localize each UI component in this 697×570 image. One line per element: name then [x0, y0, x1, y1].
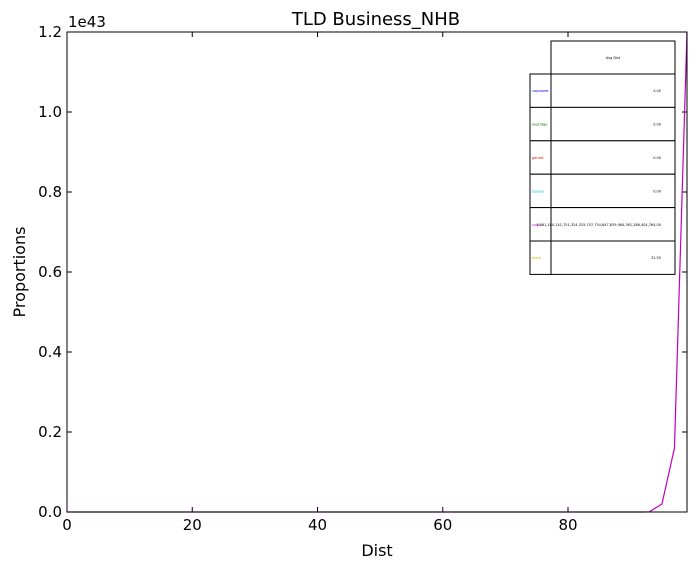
table-row-label: capsweet [532, 89, 549, 93]
table-row-value: 31.55 [651, 256, 661, 260]
table-row-value-cell [550, 73, 676, 108]
table-row-label: ovpridge [532, 123, 547, 127]
y-axis-label: Proportions [10, 227, 29, 318]
table-row-label: garnet [532, 156, 544, 160]
table-row-value: 0.00 [653, 123, 661, 127]
table-row-value-cell [550, 240, 676, 275]
y-tick-label: 0.8 [38, 183, 62, 201]
table-row-label: plans [532, 256, 542, 260]
x-tick-label: 40 [308, 516, 327, 534]
y-tick-label: 0.0 [38, 503, 62, 521]
x-tick-label: 0 [62, 516, 72, 534]
y-offset-label: 1e43 [68, 13, 106, 31]
table-row-value: 0.00 [653, 156, 661, 160]
y-tick-label: 0.2 [38, 423, 62, 441]
table-row-value: 0.00 [653, 89, 661, 93]
y-tick-label: 0.4 [38, 343, 62, 361]
y-tick-label: 1.0 [38, 103, 62, 121]
table-row-value-cell [550, 106, 676, 142]
x-tick-label: 20 [183, 516, 202, 534]
x-tick-label: 60 [433, 516, 452, 534]
x-tick-label: 80 [558, 516, 577, 534]
table-header-label: Avg Dist [606, 56, 621, 60]
legend-table: Avg Dist capsweet 0.00 ovpridge 0.00 garnet 0.… [529, 40, 676, 275]
x-axis-label: Dist [361, 541, 392, 560]
table-row-value-cell [550, 140, 676, 175]
table-header-cell [550, 40, 676, 75]
plot-frame [66, 31, 688, 513]
y-tick-label: 0.6 [38, 263, 62, 281]
table-row-label: custs [532, 223, 541, 227]
table-row-label: topsee [532, 189, 544, 193]
table-row-value: 1,361,180,141,751,324,325,757,734,847,83… [536, 223, 661, 227]
y-tick-label: 1.2 [38, 23, 62, 41]
axis-ticks: 0 20 40 60 80 0.0 0.2 0.4 0.6 0.8 1.0 1.2 [38, 23, 687, 534]
chart-title: TLD Business_NHB [291, 9, 460, 30]
table-row-value: 0.00 [653, 189, 661, 193]
table-row-value-cell [550, 173, 676, 209]
